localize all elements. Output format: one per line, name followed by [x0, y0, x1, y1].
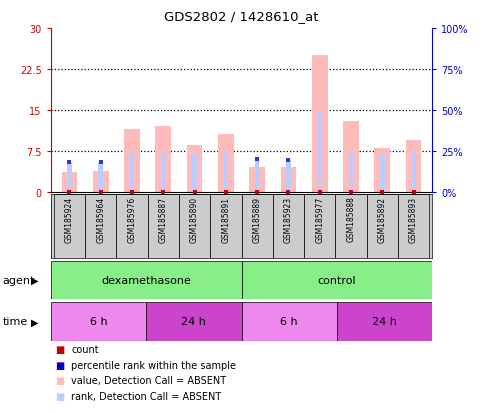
Text: count: count [71, 344, 99, 354]
Bar [148, 194, 179, 258]
Text: GSM185889: GSM185889 [253, 196, 262, 242]
Text: ■: ■ [56, 344, 65, 354]
Bar [124, 130, 140, 192]
Bar [187, 146, 202, 192]
Bar [51, 261, 242, 299]
Bar [179, 194, 210, 258]
Text: percentile rank within the sample: percentile rank within the sample [71, 360, 237, 370]
Bar [146, 302, 242, 341]
Bar [116, 194, 148, 258]
Bar [304, 194, 335, 258]
Text: GSM185923: GSM185923 [284, 196, 293, 242]
Bar [54, 194, 85, 258]
Text: ■: ■ [56, 391, 65, 401]
Bar [130, 151, 134, 192]
Bar [85, 194, 116, 258]
Bar [367, 194, 398, 258]
Text: GSM185892: GSM185892 [378, 196, 387, 242]
Bar [281, 168, 296, 192]
Bar [312, 56, 327, 192]
Bar [317, 113, 322, 192]
Text: GSM185888: GSM185888 [346, 196, 355, 242]
Bar [62, 173, 77, 192]
Bar [210, 194, 242, 258]
Bar [374, 149, 390, 192]
Text: dexamethasone: dexamethasone [101, 275, 191, 285]
Text: ■: ■ [56, 360, 65, 370]
Text: ▶: ▶ [31, 316, 39, 327]
Bar [335, 194, 367, 258]
Bar [380, 154, 384, 192]
Bar [99, 162, 103, 192]
Bar [343, 121, 359, 192]
Bar [255, 159, 259, 192]
Bar [161, 151, 166, 192]
Text: GSM185891: GSM185891 [221, 196, 230, 242]
Text: ■: ■ [56, 375, 65, 385]
Text: control: control [318, 275, 356, 285]
Text: GSM185964: GSM185964 [96, 196, 105, 242]
Bar [249, 168, 265, 192]
Bar [67, 162, 72, 192]
Bar [398, 194, 429, 258]
Text: GSM185977: GSM185977 [315, 196, 324, 242]
Bar [192, 154, 197, 192]
Text: 24 h: 24 h [181, 316, 206, 327]
Bar [51, 302, 146, 341]
Bar [156, 127, 171, 192]
Bar [349, 151, 353, 192]
Text: ▶: ▶ [31, 275, 39, 285]
Bar [224, 151, 228, 192]
Text: GSM185893: GSM185893 [409, 196, 418, 242]
Text: GSM185890: GSM185890 [190, 196, 199, 242]
Text: GSM185887: GSM185887 [159, 196, 168, 242]
Text: 6 h: 6 h [281, 316, 298, 327]
Text: GSM185924: GSM185924 [65, 196, 74, 242]
Bar [242, 261, 432, 299]
Bar [273, 194, 304, 258]
Text: agent: agent [2, 275, 35, 285]
Bar [242, 302, 337, 341]
Text: 24 h: 24 h [372, 316, 397, 327]
Bar [242, 194, 273, 258]
Bar [218, 135, 234, 192]
Bar [411, 151, 416, 192]
Bar [93, 171, 109, 192]
Bar [337, 302, 432, 341]
Text: time: time [2, 316, 28, 327]
Text: rank, Detection Call = ABSENT: rank, Detection Call = ABSENT [71, 391, 222, 401]
Text: GDS2802 / 1428610_at: GDS2802 / 1428610_at [164, 10, 319, 23]
Bar [406, 140, 421, 192]
Text: GSM185976: GSM185976 [128, 196, 137, 242]
Text: 6 h: 6 h [90, 316, 107, 327]
Text: value, Detection Call = ABSENT: value, Detection Call = ABSENT [71, 375, 227, 385]
Bar [286, 161, 291, 192]
